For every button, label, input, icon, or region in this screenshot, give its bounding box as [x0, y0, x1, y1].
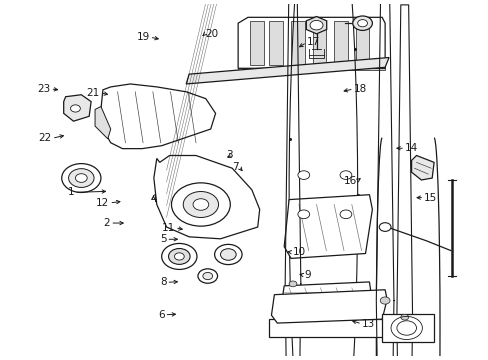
Circle shape: [297, 171, 309, 179]
Text: 8: 8: [160, 277, 166, 287]
Circle shape: [309, 21, 323, 30]
Circle shape: [168, 248, 190, 264]
Circle shape: [61, 163, 101, 193]
Circle shape: [357, 19, 367, 27]
Text: 20: 20: [205, 28, 218, 39]
Polygon shape: [271, 290, 386, 323]
Polygon shape: [269, 21, 283, 66]
Polygon shape: [238, 68, 385, 70]
Polygon shape: [333, 21, 347, 66]
Circle shape: [162, 243, 197, 269]
Text: 7: 7: [232, 162, 238, 172]
Polygon shape: [284, 195, 372, 258]
Circle shape: [220, 249, 236, 260]
Polygon shape: [290, 21, 304, 66]
Text: 12: 12: [96, 198, 109, 208]
Polygon shape: [411, 156, 433, 180]
Circle shape: [339, 210, 351, 219]
Circle shape: [379, 223, 390, 231]
Text: 13: 13: [361, 319, 374, 329]
Circle shape: [288, 281, 296, 287]
Circle shape: [352, 16, 372, 30]
Text: 22: 22: [39, 133, 52, 143]
Circle shape: [174, 253, 184, 260]
Text: 14: 14: [404, 143, 417, 153]
Text: 21: 21: [86, 87, 100, 98]
Polygon shape: [101, 84, 215, 149]
Circle shape: [193, 199, 208, 210]
Text: 18: 18: [353, 84, 366, 94]
Text: 16: 16: [343, 176, 356, 186]
Polygon shape: [382, 314, 433, 342]
Circle shape: [198, 269, 217, 283]
Text: 9: 9: [304, 270, 310, 280]
Circle shape: [203, 273, 212, 280]
Circle shape: [75, 174, 87, 183]
Text: 11: 11: [162, 222, 175, 233]
Circle shape: [171, 183, 230, 226]
Bar: [273, 321, 383, 335]
Text: 4: 4: [150, 194, 157, 204]
Circle shape: [297, 210, 309, 219]
Polygon shape: [249, 21, 263, 66]
Text: 15: 15: [424, 193, 437, 203]
Circle shape: [214, 244, 242, 265]
Text: 10: 10: [292, 247, 305, 257]
Polygon shape: [355, 21, 369, 66]
Text: 23: 23: [37, 84, 50, 94]
Circle shape: [380, 297, 389, 304]
Text: 19: 19: [136, 32, 149, 42]
Polygon shape: [281, 282, 371, 315]
Text: 6: 6: [158, 310, 164, 320]
Text: 5: 5: [160, 234, 166, 244]
Polygon shape: [154, 156, 259, 239]
Polygon shape: [269, 319, 386, 337]
Polygon shape: [63, 95, 91, 121]
Polygon shape: [238, 17, 385, 68]
Circle shape: [339, 171, 351, 179]
Polygon shape: [312, 21, 325, 66]
Polygon shape: [95, 107, 110, 139]
Polygon shape: [186, 58, 388, 84]
Circle shape: [183, 192, 218, 217]
Text: 17: 17: [306, 37, 319, 48]
Text: 3: 3: [225, 150, 232, 159]
Text: 1: 1: [68, 187, 74, 197]
Circle shape: [400, 314, 408, 320]
Circle shape: [70, 105, 80, 112]
Text: 2: 2: [103, 218, 110, 228]
Circle shape: [68, 169, 94, 188]
Polygon shape: [305, 17, 326, 34]
